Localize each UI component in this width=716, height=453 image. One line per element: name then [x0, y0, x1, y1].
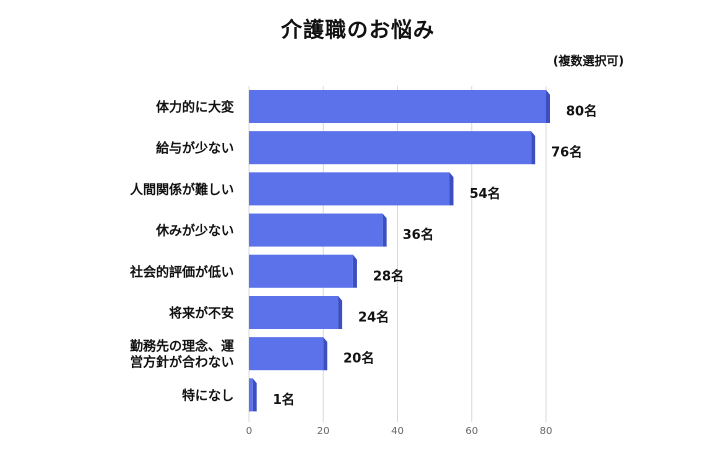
category-labels: 体力的に大変給与が少ない人間関係が難しい休みが少ない社会的評価が低い将来が不安勤…: [129, 100, 234, 404]
bar-value-label: 80名: [566, 104, 597, 120]
bars: [249, 90, 550, 412]
bar-value-label: 54名: [469, 186, 500, 202]
bar: [249, 254, 353, 288]
bar-value-label: 76名: [551, 145, 582, 161]
value-labels: 80名 76名 54名 36名 28名 24名 20名 1名: [273, 104, 597, 408]
bar-side-face: [252, 378, 257, 412]
x-tick-label: 0: [246, 426, 252, 437]
category-label: 体力的に大変: [156, 100, 234, 116]
bar-side-face: [449, 172, 454, 206]
bar: [249, 296, 339, 329]
category-label: 営方針が合わない: [130, 355, 234, 371]
category-label: 社会的評価が低い: [129, 264, 234, 280]
bar-value-label: 1名: [273, 392, 295, 408]
chart-title: 介護職のお悩み: [281, 18, 435, 42]
bar-side-face: [338, 296, 343, 329]
bar: [249, 378, 253, 412]
bar: [249, 172, 450, 206]
x-axis-ticks: 0 20 40 60 80: [246, 426, 553, 437]
category-label: 人間関係が難しい: [130, 182, 234, 198]
bar-side-face: [352, 254, 357, 288]
bar-value-label: 20名: [343, 351, 374, 367]
bar-side-face: [323, 337, 328, 371]
category-label: 特になし: [182, 388, 234, 404]
bar-value-label: 28名: [373, 268, 404, 284]
bar-value-label: 36名: [403, 227, 434, 243]
bar-side-face: [531, 131, 536, 165]
bar-side-face: [546, 90, 550, 123]
x-tick-label: 80: [540, 426, 553, 437]
bar: [249, 213, 383, 247]
x-tick-label: 60: [465, 426, 478, 437]
category-label: 勤務先の理念、運: [130, 339, 234, 355]
bar: [249, 90, 546, 123]
bar-value-label: 24名: [358, 310, 389, 326]
bar: [249, 337, 324, 371]
x-tick-label: 20: [317, 426, 330, 437]
category-label: 給与が少ない: [156, 141, 234, 157]
category-label: 休みが少ない: [155, 223, 234, 239]
chart-note: (複数選択可): [553, 54, 624, 68]
bar-side-face: [382, 213, 387, 247]
x-tick-label: 40: [391, 426, 404, 437]
bar: [249, 131, 532, 165]
category-label: 将来が不安: [169, 306, 234, 322]
